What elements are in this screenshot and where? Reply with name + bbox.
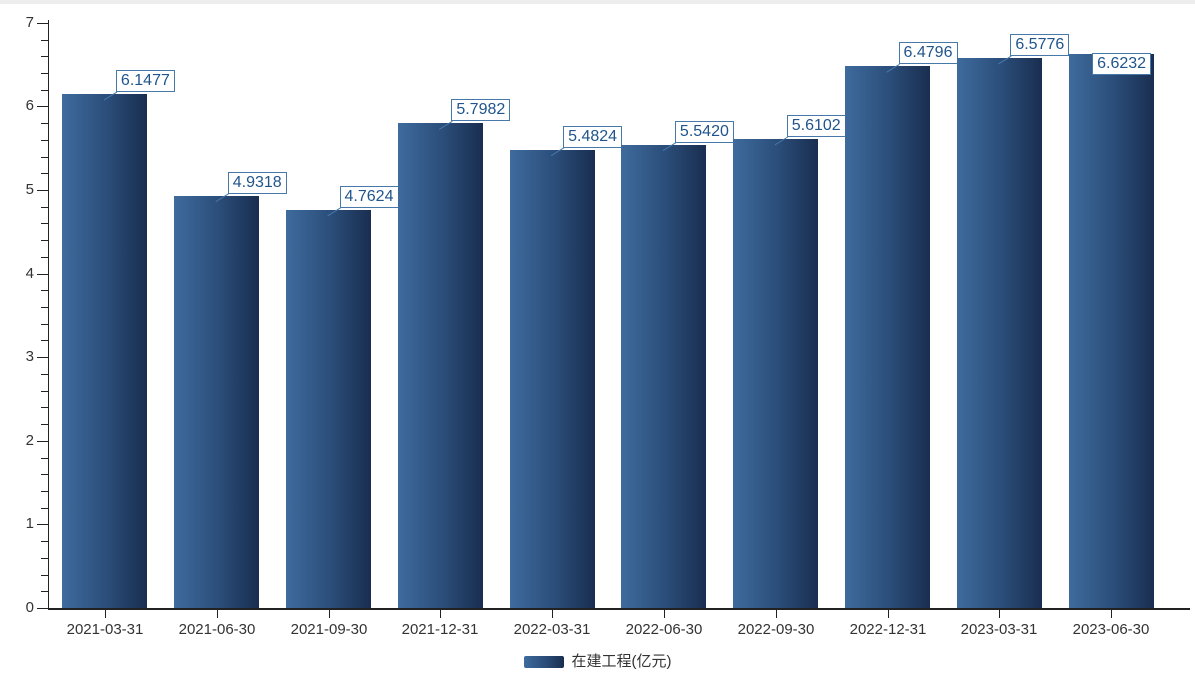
- y-axis-tick: [37, 23, 48, 24]
- legend-item[interactable]: 在建工程(亿元): [523, 652, 672, 672]
- x-axis-label: 2023-03-31: [960, 621, 1038, 638]
- bar[interactable]: [621, 144, 707, 608]
- y-axis-tick: [37, 608, 48, 609]
- bar-value-label: 6.6232: [1092, 53, 1152, 76]
- y-axis-tick: [37, 106, 48, 107]
- x-axis-tick: [105, 610, 106, 618]
- y-axis-minor-tick: [41, 508, 48, 509]
- x-axis-tick: [664, 610, 665, 618]
- y-axis-label: 1: [25, 515, 34, 532]
- y-axis-minor-tick: [41, 324, 48, 325]
- y-axis-label: 0: [25, 599, 34, 616]
- y-axis-minor-tick: [41, 223, 48, 224]
- x-axis-label: 2022-03-31: [513, 621, 591, 638]
- bar-value-label: 5.7982: [451, 99, 511, 122]
- y-axis-minor-tick: [41, 90, 48, 91]
- bar[interactable]: [733, 139, 819, 608]
- y-axis-minor-tick: [41, 424, 48, 425]
- bar-value-label: 5.6102: [786, 115, 846, 137]
- legend: 在建工程(亿元): [0, 652, 1195, 672]
- y-axis-minor-tick: [41, 575, 48, 576]
- y-axis-label: 7: [25, 14, 34, 31]
- bar[interactable]: [286, 209, 371, 608]
- y-axis-tick: [37, 357, 48, 358]
- bar-value-label: 5.5420: [674, 120, 734, 143]
- bar-value-label: 4.7624: [339, 185, 399, 208]
- x-axis-label: 2021-12-31: [401, 621, 479, 638]
- y-axis-minor-tick: [41, 157, 48, 158]
- y-axis-minor-tick: [41, 140, 48, 141]
- y-axis-minor-tick: [41, 340, 48, 341]
- x-axis-tick: [1111, 610, 1112, 618]
- y-axis-minor-tick: [41, 290, 48, 291]
- y-axis-minor-tick: [41, 73, 48, 74]
- x-axis-tick: [888, 610, 889, 618]
- y-axis-label: 5: [25, 181, 34, 198]
- y-axis-minor-tick: [41, 173, 48, 174]
- bar[interactable]: [845, 66, 930, 608]
- bar[interactable]: [397, 123, 483, 608]
- x-axis-label: 2022-12-31: [849, 621, 927, 638]
- y-axis-tick: [37, 190, 48, 191]
- y-axis-minor-tick: [41, 307, 48, 308]
- y-axis-minor-tick: [41, 374, 48, 375]
- y-axis-label: 4: [25, 265, 34, 282]
- x-axis-line: [48, 608, 1190, 610]
- bar[interactable]: [62, 94, 148, 608]
- y-axis-minor-tick: [41, 40, 48, 41]
- top-strip: [0, 0, 1195, 4]
- x-axis-label: 2021-03-31: [66, 621, 144, 638]
- y-axis-minor-tick: [41, 240, 48, 241]
- x-axis-label: 2021-09-30: [290, 621, 368, 638]
- x-axis-tick: [329, 610, 330, 618]
- bar[interactable]: [956, 58, 1042, 608]
- x-axis-tick: [440, 610, 441, 618]
- y-axis-label: 3: [25, 348, 34, 365]
- y-axis-minor-tick: [41, 558, 48, 559]
- bar[interactable]: [509, 149, 595, 608]
- y-axis-line: [48, 20, 49, 610]
- x-axis-tick: [552, 610, 553, 618]
- y-axis-minor-tick: [41, 257, 48, 258]
- x-axis-label: 2021-06-30: [178, 621, 256, 638]
- y-axis-minor-tick: [41, 407, 48, 408]
- y-axis-minor-tick: [41, 541, 48, 542]
- y-axis-minor-tick: [41, 123, 48, 124]
- x-axis-label: 2023-06-30: [1072, 621, 1150, 638]
- bar-value-label: 6.5776: [1010, 34, 1070, 57]
- y-axis-minor-tick: [41, 474, 48, 475]
- y-axis-minor-tick: [41, 391, 48, 392]
- y-axis-minor-tick: [41, 56, 48, 57]
- y-axis-minor-tick: [41, 207, 48, 208]
- y-axis-minor-tick: [41, 458, 48, 459]
- bar-value-label: 4.9318: [227, 171, 287, 194]
- bar-value-label: 5.4824: [563, 125, 623, 148]
- y-axis-tick: [37, 274, 48, 275]
- bar[interactable]: [174, 195, 260, 608]
- y-axis-tick: [37, 441, 48, 442]
- y-axis-label: 6: [25, 97, 34, 114]
- bar-value-label: 6.1477: [115, 70, 175, 93]
- y-axis-minor-tick: [41, 491, 48, 492]
- y-axis-tick: [37, 524, 48, 525]
- y-axis-label: 2: [25, 432, 34, 449]
- bar[interactable]: [1068, 54, 1154, 608]
- legend-label: 在建工程(亿元): [571, 653, 672, 670]
- legend-swatch: [523, 656, 564, 668]
- x-axis-label: 2022-06-30: [625, 621, 703, 638]
- x-axis-tick: [776, 610, 777, 618]
- x-axis-label: 2022-09-30: [737, 621, 815, 638]
- bar-value-label: 6.4796: [898, 42, 958, 65]
- x-axis-tick: [999, 610, 1000, 618]
- y-axis-minor-tick: [41, 591, 48, 592]
- x-axis-tick: [217, 610, 218, 618]
